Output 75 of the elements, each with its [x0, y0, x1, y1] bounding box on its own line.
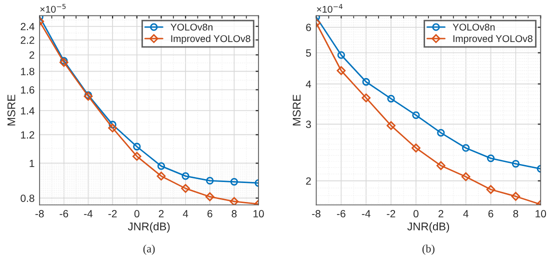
x-tick-label: 0	[134, 210, 140, 218]
point	[362, 93, 371, 102]
y-tick-label: 1.2	[21, 131, 34, 138]
x-tick-label: 10	[254, 210, 264, 218]
x-tick-label: 0	[413, 210, 418, 218]
x-tick-label: 2	[438, 210, 444, 218]
x-tick-label: 4	[182, 210, 188, 218]
x-tick-label: 8	[232, 210, 237, 218]
point	[337, 51, 346, 59]
legend-label: YOLOv8n	[170, 24, 212, 31]
point	[206, 176, 214, 185]
y-tick-label: 3	[306, 120, 311, 128]
point	[132, 152, 142, 161]
point	[362, 78, 370, 86]
legend-label: Improved YOLOv8	[453, 34, 532, 44]
point	[437, 129, 445, 137]
x-tick-label: 10	[536, 210, 546, 218]
x-tick-label: 6	[488, 210, 494, 218]
y-tick-label: 2	[29, 51, 34, 59]
point	[486, 185, 496, 194]
point	[181, 184, 190, 193]
point	[60, 57, 68, 65]
point	[462, 144, 470, 152]
x-tick-label: 6	[207, 210, 212, 218]
point	[412, 144, 420, 152]
x-tick-label: -8	[35, 210, 44, 218]
point	[436, 161, 446, 170]
legend-label: YOLOv8n	[452, 24, 495, 31]
y-tick-label: 1	[30, 160, 34, 167]
point	[512, 160, 520, 168]
x-axis-title: JNR(dB)	[407, 222, 450, 233]
y-tick-label: 2.2	[20, 36, 34, 44]
x-tick-label: -8	[312, 210, 320, 218]
x-tick-label: -4	[84, 210, 93, 218]
point	[157, 162, 166, 170]
point	[412, 111, 420, 119]
y-tick-label: 1.6	[21, 86, 34, 94]
y-axis-title: MSRE	[292, 94, 301, 126]
point	[108, 124, 117, 132]
point	[182, 172, 190, 180]
y-tick-label: 1.4	[21, 107, 34, 114]
x-tick-label: -6	[60, 210, 68, 218]
x-tick-label: -2	[386, 210, 396, 218]
point	[156, 172, 166, 181]
x-tick-label: 8	[513, 210, 518, 218]
y-tick-label: 2	[306, 177, 311, 185]
point	[108, 120, 116, 128]
point	[387, 94, 395, 103]
point	[336, 66, 346, 76]
point	[386, 121, 396, 130]
y-tick-label: 6	[306, 24, 311, 32]
x-tick-label: 4	[463, 210, 468, 218]
x-tick-label: 2	[158, 210, 164, 218]
y-tick-label: 0.8	[20, 194, 34, 202]
y-tick-label: 5	[306, 49, 311, 57]
text: ×10$^{−4}$	[316, 4, 342, 13]
point	[511, 192, 520, 201]
x-tick-label: -6	[337, 210, 346, 218]
y-tick-label: 2.4	[20, 22, 34, 30]
legend-label: Improved YOLOv8	[171, 34, 250, 44]
point	[486, 154, 495, 162]
point	[133, 142, 141, 150]
text: ×10$^{−5}$	[40, 4, 66, 13]
text: (b)	[422, 244, 434, 255]
x-axis-title: JNR(dB)	[128, 222, 170, 233]
point	[230, 178, 238, 186]
x-tick-label: -2	[108, 210, 117, 218]
point	[461, 172, 470, 182]
point	[230, 197, 239, 205]
point	[205, 192, 214, 202]
x-tick-label: -4	[362, 210, 370, 218]
text: (a)	[143, 244, 155, 255]
y-tick-label: 4	[306, 80, 312, 88]
y-axis-title: MSRE	[7, 94, 16, 126]
y-tick-label: 1.8	[21, 68, 34, 76]
